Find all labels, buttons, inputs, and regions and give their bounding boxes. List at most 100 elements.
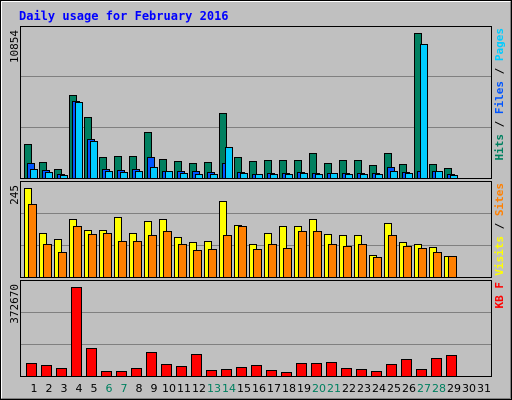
bar-sites bbox=[238, 226, 247, 278]
kbytes-panel-legend: KB F bbox=[493, 282, 506, 309]
bar-kb-f bbox=[386, 364, 397, 377]
x-tick-label: 31 bbox=[477, 382, 491, 395]
x-tick-label: 8 bbox=[136, 382, 143, 395]
x-tick-label: 26 bbox=[402, 382, 416, 395]
bar-kb-f bbox=[416, 369, 427, 377]
bar-kb-f bbox=[311, 363, 322, 377]
bar-kb-f bbox=[341, 368, 352, 377]
bar-pages bbox=[405, 173, 413, 179]
bar-pages bbox=[285, 174, 293, 179]
x-tick-label: 22 bbox=[342, 382, 356, 395]
bar-sites bbox=[163, 231, 172, 278]
bar-sites bbox=[313, 231, 322, 278]
legend-sites: Sites bbox=[493, 183, 506, 216]
bar-kb-f bbox=[356, 369, 367, 377]
bar-sites bbox=[358, 244, 367, 278]
bar-sites bbox=[223, 235, 232, 278]
x-tick-label: 24 bbox=[372, 382, 386, 395]
bar-pages bbox=[120, 172, 128, 179]
bar-sites bbox=[73, 226, 82, 278]
visits-panel-legend: Visits / Sites bbox=[493, 183, 506, 276]
x-tick-label: 15 bbox=[237, 382, 251, 395]
bar-sites bbox=[88, 234, 97, 278]
x-tick-label: 3 bbox=[61, 382, 68, 395]
bar-kb-f bbox=[296, 363, 307, 377]
bar-kb-f bbox=[71, 287, 82, 377]
bar-kb-f bbox=[206, 370, 217, 377]
bar-sites bbox=[283, 248, 292, 278]
legend-separator: / bbox=[493, 216, 506, 236]
bar-pages bbox=[330, 173, 338, 179]
bar-sites bbox=[118, 241, 127, 278]
x-tick-label: 1 bbox=[31, 382, 38, 395]
bar-sites bbox=[328, 244, 337, 278]
bar-pages bbox=[375, 174, 383, 179]
bar-pages bbox=[45, 172, 53, 179]
x-tick-label: 13 bbox=[207, 382, 221, 395]
bar-pages bbox=[60, 175, 68, 179]
legend-pages: Pages bbox=[493, 28, 506, 61]
bar-kb-f bbox=[371, 371, 382, 377]
kbytes-panel-ymax-label: 372670 bbox=[8, 284, 21, 324]
x-tick-label: 17 bbox=[267, 382, 281, 395]
x-tick-label: 21 bbox=[327, 382, 341, 395]
bar-kb-f bbox=[101, 371, 112, 377]
bar-pages bbox=[435, 171, 443, 179]
bar-sites bbox=[193, 250, 202, 278]
bar-pages bbox=[270, 174, 278, 179]
bar-sites bbox=[433, 252, 442, 278]
bar-sites bbox=[343, 246, 352, 278]
hits-panel-ymax-label: 10854 bbox=[8, 30, 21, 63]
bar-kb-f bbox=[146, 352, 157, 377]
x-tick-label: 11 bbox=[177, 382, 191, 395]
x-tick-label: 12 bbox=[192, 382, 206, 395]
bar-pages bbox=[255, 174, 263, 179]
x-tick-label: 2 bbox=[46, 382, 53, 395]
bar-kb-f bbox=[116, 371, 127, 377]
x-tick-label: 29 bbox=[447, 382, 461, 395]
bar-kb-f bbox=[236, 367, 247, 377]
bar-kb-f bbox=[131, 368, 142, 377]
bar-kb-f bbox=[266, 370, 277, 377]
legend-kb-f: KB F bbox=[493, 282, 506, 309]
bar-kb-f bbox=[176, 366, 187, 377]
bar-kb-f bbox=[251, 365, 262, 377]
bar-sites bbox=[373, 257, 382, 278]
bar-sites bbox=[103, 233, 112, 278]
bar-pages bbox=[450, 175, 458, 179]
x-tick-label: 16 bbox=[252, 382, 266, 395]
bar-kb-f bbox=[431, 358, 442, 377]
legend-separator: / bbox=[493, 114, 506, 134]
legend-separator: / bbox=[493, 61, 506, 81]
x-tick-label: 10 bbox=[162, 382, 176, 395]
bar-pages bbox=[390, 171, 398, 179]
x-tick-label: 4 bbox=[76, 382, 83, 395]
x-tick-label: 7 bbox=[121, 382, 128, 395]
bar-kb-f bbox=[191, 354, 202, 377]
bar-sites bbox=[28, 204, 37, 278]
bar-kb-f bbox=[401, 359, 412, 377]
bar-pages bbox=[240, 173, 248, 179]
bar-kb-f bbox=[86, 348, 97, 377]
bar-pages bbox=[180, 173, 188, 179]
legend-hits: Hits bbox=[493, 134, 506, 161]
x-tick-label: 18 bbox=[282, 382, 296, 395]
visits-panel-ymax-label: 245 bbox=[8, 185, 21, 205]
bar-sites bbox=[58, 252, 67, 278]
bar-pages bbox=[165, 171, 173, 179]
bar-sites bbox=[253, 249, 262, 278]
legend-files: Files bbox=[493, 81, 506, 114]
bar-sites bbox=[448, 256, 457, 278]
bar-sites bbox=[43, 244, 52, 278]
bar-sites bbox=[208, 249, 217, 278]
bar-pages bbox=[360, 174, 368, 179]
x-tick-label: 23 bbox=[357, 382, 371, 395]
x-tick-label: 27 bbox=[417, 382, 431, 395]
bar-pages bbox=[105, 171, 113, 179]
bar-kb-f bbox=[161, 364, 172, 377]
bar-pages bbox=[210, 174, 218, 179]
bar-pages bbox=[135, 171, 143, 179]
bar-pages bbox=[345, 174, 353, 179]
